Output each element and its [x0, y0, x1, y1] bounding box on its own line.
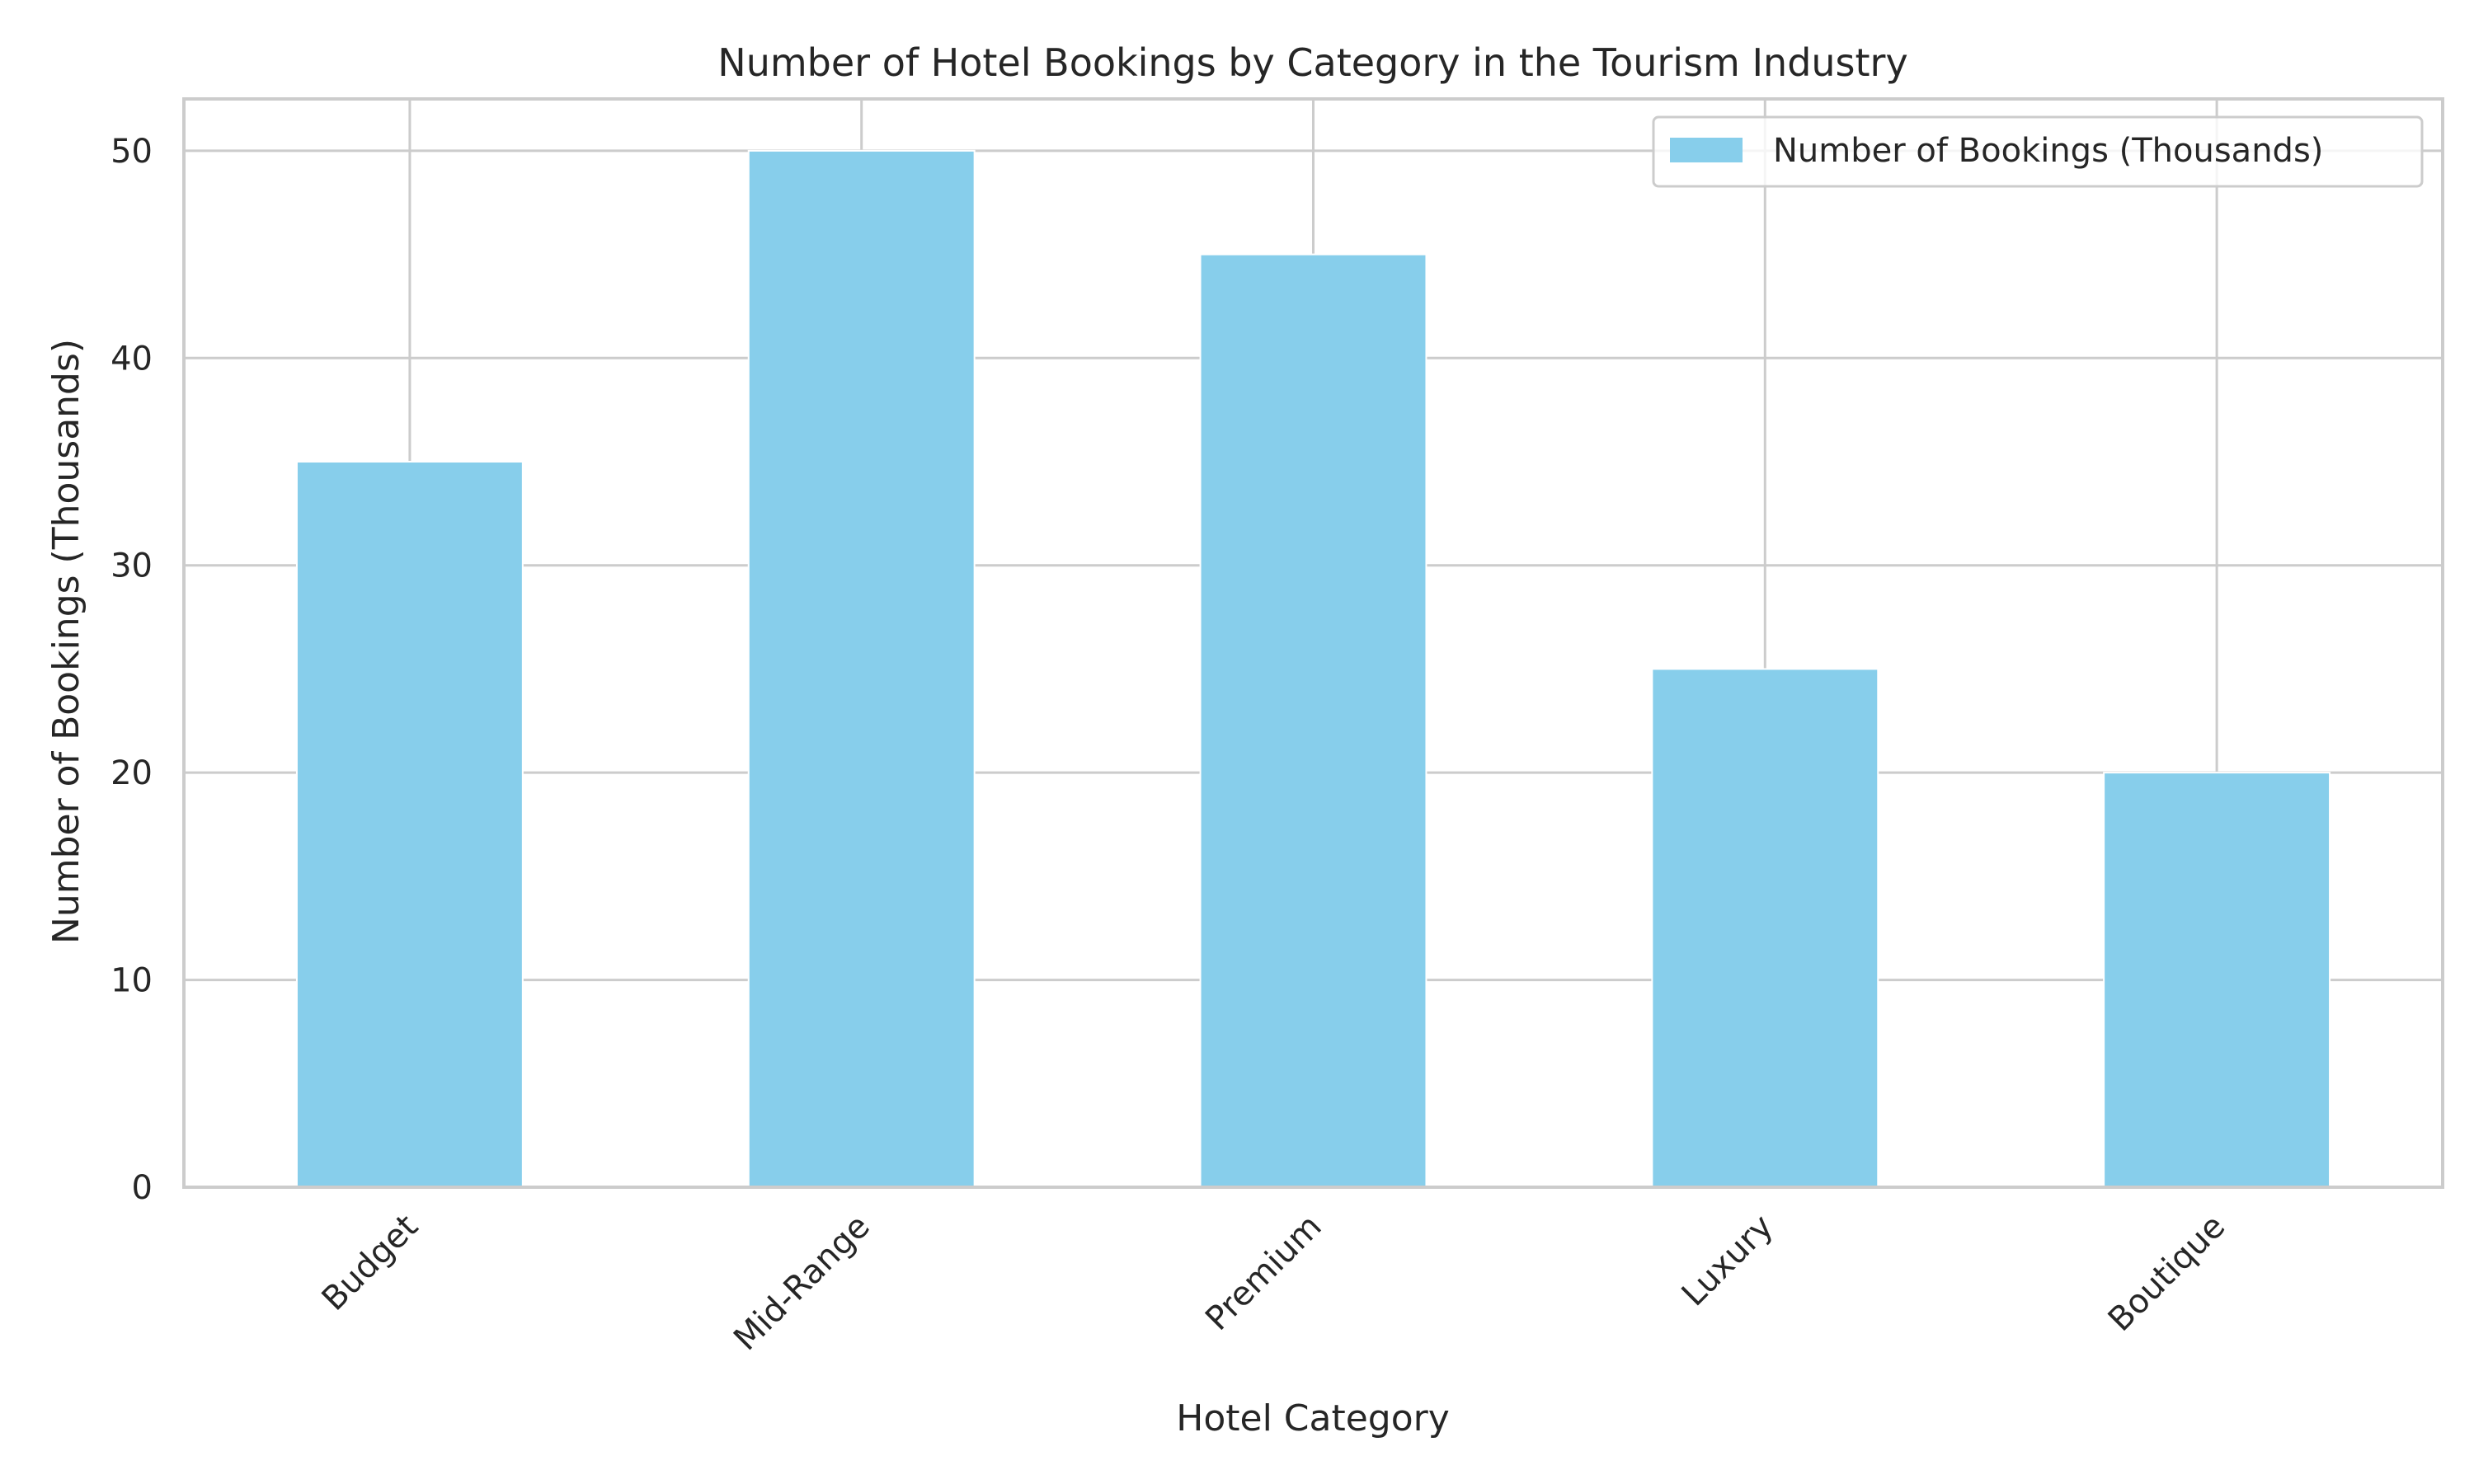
y-tick-label: 40 — [111, 340, 153, 378]
bar-mid-range — [747, 149, 976, 1188]
bars — [295, 149, 2331, 1189]
y-tick-label: 20 — [111, 754, 153, 792]
legend-box — [1652, 115, 2424, 188]
chart-title: Number of Hotel Bookings by Category in … — [717, 40, 1907, 85]
y-tick-label: 10 — [111, 962, 153, 1000]
y-tick-label: 0 — [132, 1169, 153, 1207]
bar-budget — [295, 461, 524, 1188]
legend-label: Number of Bookings (Thousands) — [1773, 132, 2323, 170]
y-tick-label: 30 — [111, 547, 153, 585]
y-axis-title: Number of Bookings (Thousands) — [45, 339, 87, 944]
legend: Number of Bookings (Thousands) — [1652, 115, 2424, 188]
y-axis-ticks: 0 10 20 30 40 50 — [111, 133, 153, 1207]
y-tick-label: 50 — [111, 133, 153, 171]
bar-premium — [1199, 253, 1427, 1189]
bar-boutique — [2103, 772, 2331, 1189]
plot-border — [182, 97, 2444, 1189]
plot-frame — [182, 97, 2444, 1189]
legend-swatch — [1670, 138, 1743, 162]
x-axis-title: Hotel Category — [1176, 1397, 1450, 1439]
bar-luxury — [1651, 668, 1879, 1188]
